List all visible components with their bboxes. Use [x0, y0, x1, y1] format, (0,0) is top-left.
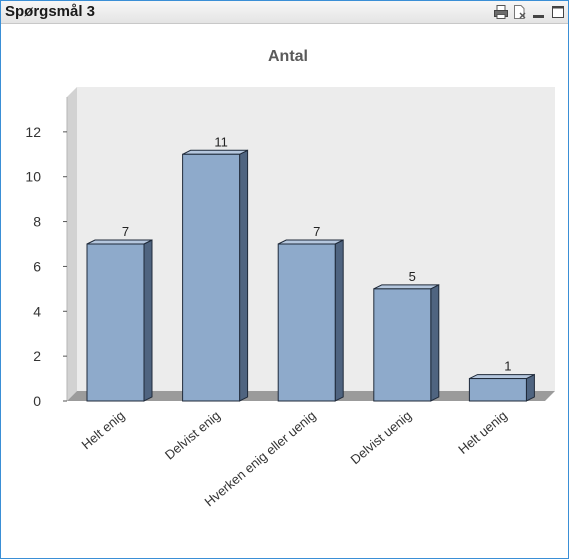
- titlebar-icons: [493, 4, 566, 20]
- bar-top: [277, 239, 344, 245]
- y-tick-label: 4: [33, 303, 41, 319]
- bar-side: [143, 239, 153, 402]
- bar-side: [239, 149, 249, 402]
- y-tick-label: 6: [33, 258, 41, 274]
- y-tick-label: 0: [33, 393, 41, 409]
- window-title: Spørgsmål 3: [5, 3, 96, 20]
- bar-value-label: 7: [122, 224, 129, 239]
- bar: [468, 378, 527, 402]
- category-label: Delvist enig: [162, 408, 223, 463]
- bar: [86, 243, 145, 402]
- plot-area: 0 2 4 6 8 10 12 7 Helt enig 11 Delvist enig 7 Hverke…: [25, 87, 555, 509]
- bar-top: [182, 149, 248, 155]
- bar-value-label: 11: [214, 134, 228, 149]
- bar-top: [469, 374, 535, 380]
- print-icon[interactable]: [493, 4, 509, 20]
- bar-top: [86, 239, 153, 245]
- y-tick-label: 10: [25, 169, 41, 185]
- category-label: Hverken enig eller uenig: [202, 408, 319, 510]
- bar-chart: Antal 0 2 4 6 8 10 12 7 Helt enig 11 Delvist enig 7…: [25, 48, 555, 509]
- bar-side: [525, 373, 535, 402]
- category-label: Helt uenig: [455, 408, 509, 457]
- bar-value-label: 1: [504, 359, 511, 374]
- y-tick-label: 8: [33, 214, 41, 230]
- y-tick-label: 2: [33, 348, 41, 364]
- minimize-icon[interactable]: [531, 4, 547, 20]
- bar: [277, 243, 336, 402]
- bar-value-label: 5: [409, 269, 416, 284]
- side-wall: [67, 87, 77, 401]
- bar-top: [373, 284, 440, 290]
- bar: [182, 153, 241, 402]
- export-excel-icon[interactable]: [512, 4, 528, 20]
- category-label: Helt enig: [78, 408, 127, 452]
- bar-side: [430, 284, 440, 402]
- bar-side: [334, 239, 344, 402]
- bar: [373, 288, 432, 402]
- window-titlebar: Spørgsmål 3: [1, 1, 568, 24]
- category-label: Delvist uenig: [348, 408, 415, 467]
- chart-title: Antal: [268, 48, 308, 65]
- maximize-icon[interactable]: [550, 4, 566, 20]
- y-tick-label: 12: [25, 124, 41, 140]
- bar-value-label: 7: [313, 224, 320, 239]
